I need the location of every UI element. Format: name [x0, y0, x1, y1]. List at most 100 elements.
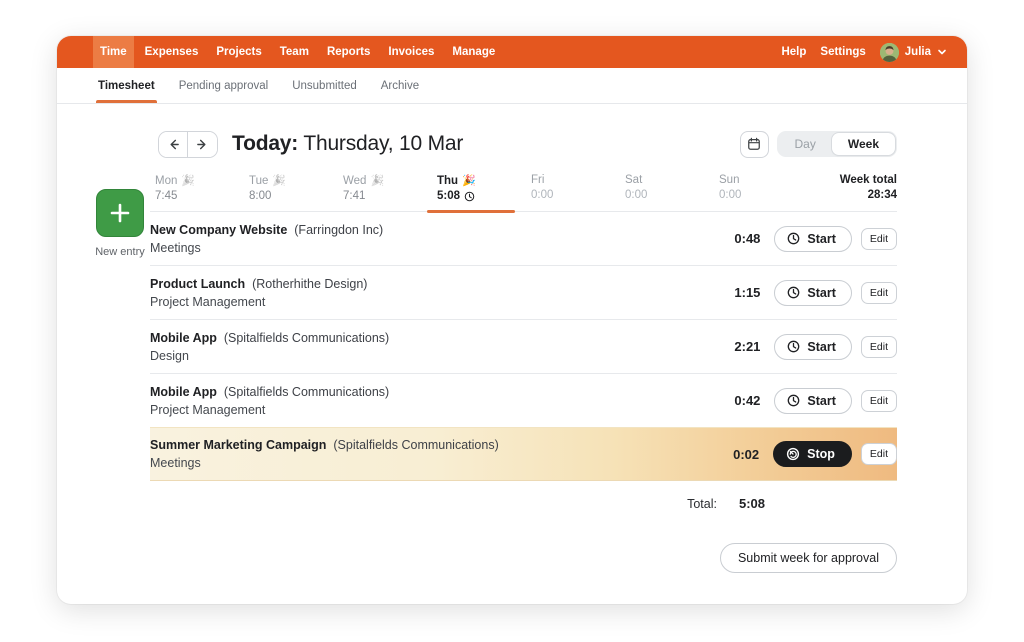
day-column-sat[interactable]: Sat 0:00 — [625, 174, 648, 201]
new-entry: New entry — [93, 189, 147, 258]
stopwatch-icon — [787, 447, 800, 461]
today-label: Today: — [232, 132, 299, 155]
submit-row: Submit week for approval — [150, 543, 897, 573]
day-total: Total: 5:08 — [150, 496, 897, 511]
new-entry-button[interactable] — [96, 189, 144, 237]
entry-time: 0:48 — [734, 231, 761, 246]
clock-icon — [788, 340, 800, 353]
party-popper-icon: 🎉 — [462, 175, 476, 187]
task-name: Meetings — [150, 240, 201, 255]
page-title: Today: Thursday, 10 Mar — [232, 132, 463, 156]
user-menu[interactable]: Julia — [879, 42, 947, 62]
project-name: Mobile App — [150, 330, 217, 345]
start-timer-button[interactable]: Start — [774, 225, 852, 252]
day-column-wed[interactable]: Wed 🎉 7:41 — [343, 174, 385, 203]
day-column-thu[interactable]: Thu 🎉 5:08 — [437, 174, 476, 203]
active-tab-underline — [96, 100, 157, 103]
nav-item-team[interactable]: Team — [279, 46, 309, 58]
app-window: Time Expenses Projects Team Reports Invo… — [57, 36, 967, 604]
row-description: Product Launch (Rotherhithe Design) Proj… — [150, 277, 716, 309]
tab-timesheet[interactable]: Timesheet — [96, 68, 157, 103]
edit-entry-button[interactable]: Edit — [860, 281, 897, 304]
clock-icon — [788, 232, 800, 245]
nav-item-expenses[interactable]: Expenses — [144, 46, 199, 58]
nav-right-group: Help Settings Julia — [781, 36, 947, 68]
client-name: (Spitalfields Communications) — [333, 438, 499, 452]
client-name: (Spitalfields Communications) — [223, 330, 390, 345]
day-column-fri[interactable]: Fri 0:00 — [531, 174, 554, 201]
top-navigation: Time Expenses Projects Team Reports Invo… — [57, 36, 967, 68]
client-name: (Spitalfields Communications) — [223, 384, 390, 399]
row-description: Mobile App (Spitalfields Communications)… — [150, 331, 716, 363]
entry-time: 2:21 — [734, 339, 761, 354]
day-column-tue[interactable]: Tue 🎉 8:00 — [249, 174, 287, 203]
client-name: (Farringdon Inc) — [294, 222, 384, 237]
day-week-toggle: Day Week — [776, 131, 897, 157]
nav-item-time[interactable]: Time — [93, 36, 134, 68]
party-popper-icon: 🎉 — [370, 175, 385, 187]
previous-day-button[interactable] — [159, 131, 188, 157]
clock-icon — [464, 191, 475, 201]
entry-time: 1:15 — [734, 285, 761, 300]
day-toggle-option[interactable]: Day — [794, 137, 816, 151]
next-day-button[interactable] — [188, 131, 217, 157]
task-name: Meetings — [150, 456, 201, 470]
calendar-button[interactable] — [739, 130, 769, 158]
edit-entry-button[interactable]: Edit — [860, 335, 897, 358]
task-name: Design — [150, 348, 189, 363]
stop-timer-button[interactable]: Stop — [773, 441, 852, 467]
week-day-header: Mon 🎉 7:45 Tue 🎉 8:00 Wed 🎉 7:41 Thu 🎉 5:08 … — [150, 174, 897, 213]
active-day-underline — [427, 209, 515, 213]
project-name: Summer Marketing Campaign — [150, 438, 327, 452]
day-column-sun[interactable]: Sun 0:00 — [719, 174, 742, 201]
start-timer-button[interactable]: Start — [774, 279, 852, 306]
task-name: Project Management — [150, 294, 266, 309]
week-total: Week total 28:34 — [839, 174, 897, 201]
nav-item-reports[interactable]: Reports — [326, 46, 371, 58]
timesheet-row: Mobile App (Spitalfields Communications)… — [150, 320, 897, 374]
arrow-right-icon — [197, 139, 206, 149]
total-value: 5:08 — [738, 496, 765, 511]
entry-time: 0:02 — [733, 446, 760, 462]
timesheet-row: Product Launch (Rotherhithe Design) Proj… — [150, 266, 897, 320]
row-description: Mobile App (Spitalfields Communications)… — [150, 385, 716, 417]
entry-time: 0:42 — [734, 393, 761, 408]
help-link[interactable]: Help — [781, 46, 807, 58]
user-avatar — [879, 42, 899, 62]
row-description: New Company Website (Farringdon Inc) Mee… — [150, 223, 716, 255]
tab-pending-approval[interactable]: Pending approval — [178, 79, 269, 92]
start-timer-button[interactable]: Start — [774, 333, 852, 360]
edit-entry-button[interactable]: Edit — [860, 227, 897, 250]
main-content: New entry Today: Thursday, 10 Mar — [57, 129, 967, 573]
date-nav-group — [158, 130, 218, 158]
start-timer-button[interactable]: Start — [774, 387, 852, 414]
date-header: Today: Thursday, 10 Mar Day Week — [150, 129, 897, 159]
edit-entry-button[interactable]: Edit — [860, 443, 897, 465]
day-column-mon[interactable]: Mon 🎉 7:45 — [155, 174, 196, 203]
total-label: Total: — [687, 496, 717, 511]
project-name: New Company Website — [150, 222, 288, 237]
date-text: Thursday, 10 Mar — [298, 132, 464, 155]
tab-archive[interactable]: Archive — [380, 79, 420, 92]
nav-item-manage[interactable]: Manage — [452, 46, 496, 58]
party-popper-icon: 🎉 — [272, 175, 287, 187]
chevron-down-icon — [937, 47, 947, 57]
new-entry-label: New entry — [95, 246, 145, 258]
settings-link[interactable]: Settings — [820, 46, 866, 58]
row-description: Summer Marketing Campaign (Spitalfields … — [150, 438, 715, 470]
clock-icon — [788, 286, 800, 299]
timesheet-row: Mobile App (Spitalfields Communications)… — [150, 374, 897, 428]
avatar-image — [879, 42, 899, 62]
task-name: Project Management — [150, 402, 266, 417]
nav-item-projects[interactable]: Projects — [216, 46, 262, 58]
timesheet-row-running: Summer Marketing Campaign (Spitalfields … — [150, 427, 897, 481]
project-name: Mobile App — [150, 384, 217, 399]
timesheet-row: New Company Website (Farringdon Inc) Mee… — [150, 212, 897, 266]
tab-unsubmitted[interactable]: Unsubmitted — [292, 79, 357, 92]
nav-item-invoices[interactable]: Invoices — [388, 46, 435, 58]
edit-entry-button[interactable]: Edit — [860, 389, 897, 412]
client-name: (Rotherhithe Design) — [252, 276, 368, 291]
arrow-left-icon — [169, 139, 179, 149]
submit-week-button[interactable]: Submit week for approval — [719, 543, 897, 573]
week-toggle-option[interactable]: Week — [831, 133, 895, 155]
